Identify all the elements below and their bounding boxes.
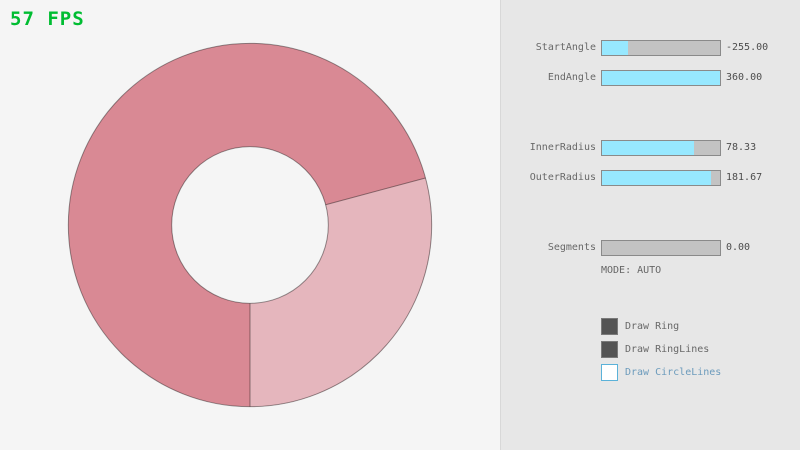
draw-circlelines-checkbox[interactable] <box>601 364 618 381</box>
innerradius-value: 78.33 <box>726 142 757 153</box>
slider-row-startangle: StartAngle -255.00 <box>501 40 800 56</box>
slider-row-endangle: EndAngle 360.00 <box>501 70 800 86</box>
innerradius-slider-fill <box>602 141 695 155</box>
segments-label: Segments <box>547 242 596 253</box>
checkbox-row-draw-circlelines: Draw CircleLines <box>501 364 800 381</box>
draw-circlelines-label: Draw CircleLines <box>625 367 722 378</box>
draw-ring-checkbox[interactable] <box>601 318 618 335</box>
segments-value: 0.00 <box>726 242 751 253</box>
innerradius-slider[interactable] <box>601 140 721 156</box>
outerradius-slider[interactable] <box>601 170 721 186</box>
endangle-slider-fill <box>602 71 720 85</box>
startangle-slider-fill <box>602 41 628 55</box>
slider-row-innerradius: InnerRadius 78.33 <box>501 140 800 156</box>
draw-ringlines-checkbox[interactable] <box>601 341 618 358</box>
draw-ringlines-label: Draw RingLines <box>625 344 710 355</box>
fps-counter: 57 FPS <box>10 8 85 30</box>
ring-chart <box>67 42 433 408</box>
checkbox-row-draw-ring: Draw Ring <box>501 318 800 335</box>
outerradius-label: OuterRadius <box>529 172 596 183</box>
control-panel: StartAngle -255.00 EndAngle 360.00 Inner… <box>500 0 800 450</box>
outerradius-slider-fill <box>602 171 711 185</box>
segments-mode-text: MODE: AUTO <box>601 265 662 276</box>
startangle-slider[interactable] <box>601 40 721 56</box>
endangle-label: EndAngle <box>547 72 596 83</box>
slider-row-segments: Segments 0.00 <box>501 240 800 256</box>
endangle-value: 360.00 <box>726 72 763 83</box>
ring-hole <box>171 146 329 304</box>
draw-ring-label: Draw Ring <box>625 321 680 332</box>
innerradius-label: InnerRadius <box>529 142 596 153</box>
endangle-slider[interactable] <box>601 70 721 86</box>
segments-slider[interactable] <box>601 240 721 256</box>
startangle-label: StartAngle <box>535 42 596 53</box>
ring-outlines <box>67 42 433 408</box>
slider-row-outerradius: OuterRadius 181.67 <box>501 170 800 186</box>
checkbox-row-draw-ringlines: Draw RingLines <box>501 341 800 358</box>
outerradius-value: 181.67 <box>726 172 763 183</box>
startangle-value: -255.00 <box>726 42 769 53</box>
